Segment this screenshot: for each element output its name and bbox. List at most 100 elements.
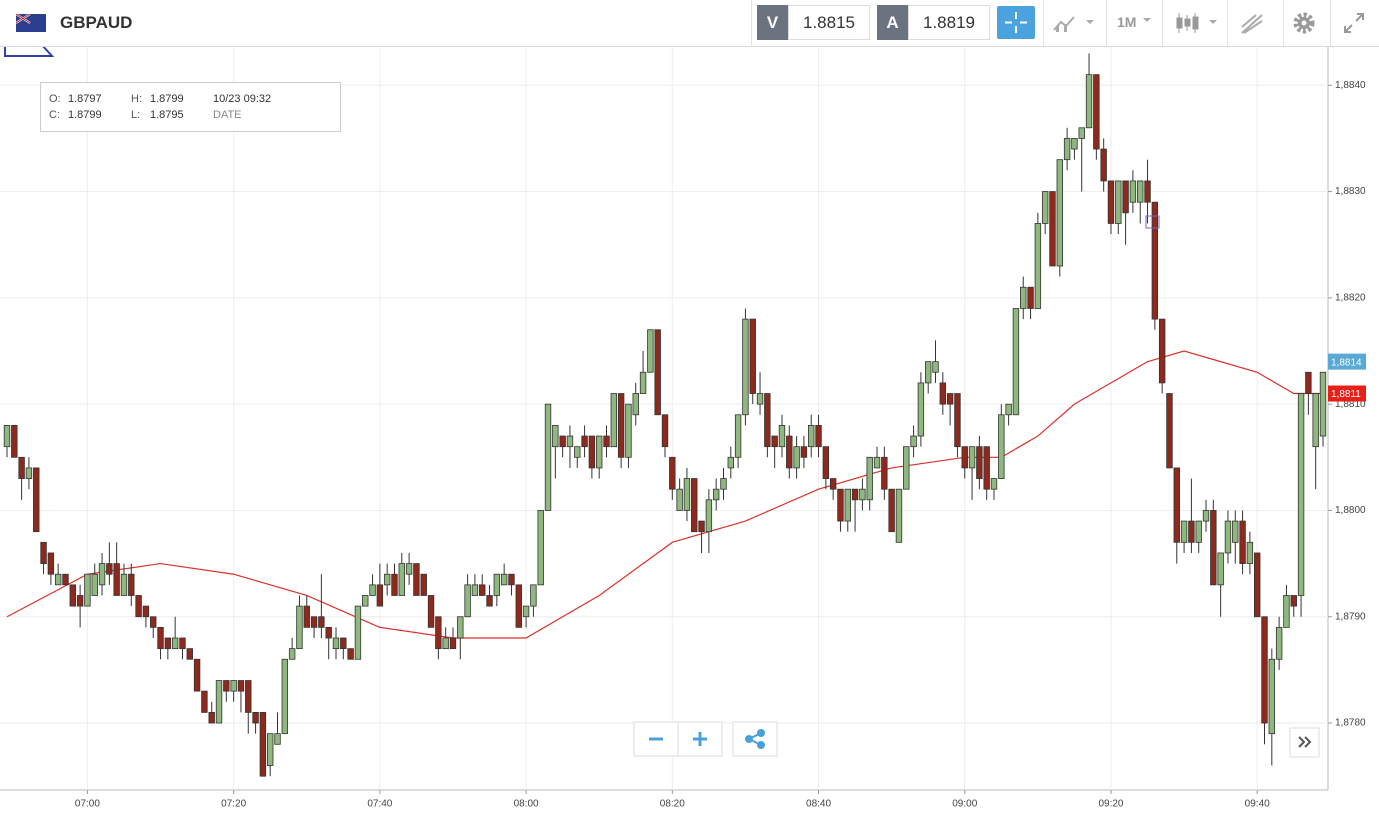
- candle-body: [873, 456, 881, 469]
- toolbar: GBPAUD V 1.8815 A 1.8819 1M: [0, 0, 1379, 47]
- candle-body: [1210, 510, 1217, 586]
- candle-body: [259, 712, 267, 777]
- candle-body: [274, 733, 281, 745]
- candle-body: [296, 605, 303, 650]
- candle-body: [654, 329, 661, 416]
- candle-body: [1129, 180, 1137, 203]
- share-button[interactable]: [732, 721, 778, 757]
- candle-body: [215, 680, 223, 724]
- candle-body: [201, 690, 208, 713]
- candle-body: [742, 318, 749, 416]
- candle-body: [1180, 520, 1188, 543]
- candle-body: [91, 573, 98, 596]
- candle-body: [815, 425, 822, 448]
- candle-body: [362, 595, 369, 607]
- candles: [3, 53, 1327, 777]
- candle-body: [734, 414, 742, 458]
- candle-body: [530, 584, 537, 607]
- candle-body: [508, 573, 515, 586]
- candle-body: [1224, 520, 1232, 554]
- candle-body: [1085, 74, 1093, 129]
- candle-body: [376, 584, 384, 607]
- candle-body: [822, 446, 830, 479]
- candle-body: [881, 456, 888, 490]
- candle-body: [603, 435, 610, 448]
- sell-label[interactable]: V: [757, 5, 788, 40]
- share-icon: [745, 729, 765, 749]
- candle-body: [698, 520, 705, 533]
- candle-body: [727, 456, 734, 469]
- candle-body: [1005, 403, 1012, 416]
- drawing-marker[interactable]: [1145, 215, 1160, 229]
- candle-body: [1078, 127, 1085, 139]
- candle-body: [1319, 371, 1327, 437]
- candle-body: [1151, 201, 1159, 320]
- moving-average-layer: [6, 350, 1323, 639]
- candle-body: [1071, 138, 1078, 150]
- low-value: 1.8795: [150, 109, 184, 121]
- candle-body: [851, 488, 859, 501]
- candle-body: [1100, 148, 1107, 182]
- settings-button[interactable]: [1292, 11, 1318, 35]
- candle-body: [1202, 510, 1210, 522]
- candle-body: [691, 478, 698, 533]
- candle-body: [837, 488, 844, 522]
- candle-body: [574, 446, 581, 458]
- candle-body: [661, 414, 669, 448]
- candle-body: [40, 541, 47, 564]
- candle-body: [1283, 595, 1290, 628]
- candle-body: [515, 584, 522, 628]
- y-tick-label: 1,8810: [1335, 399, 1366, 410]
- sell-price[interactable]: 1.8815: [788, 5, 870, 40]
- candle-body: [3, 425, 11, 448]
- buy-price[interactable]: 1.8819: [908, 5, 990, 40]
- candle-body: [910, 435, 917, 448]
- fullscreen-button[interactable]: [1342, 11, 1368, 35]
- close-label: C:: [49, 109, 60, 121]
- candle-body: [11, 425, 18, 458]
- timeframe[interactable]: 1M: [1117, 14, 1137, 30]
- candle-body: [998, 414, 1005, 479]
- chart-type-button[interactable]: [1052, 12, 1098, 34]
- candle-body: [479, 584, 486, 596]
- candle-body: [1056, 159, 1063, 267]
- candle-body: [903, 446, 910, 490]
- separator: [1043, 0, 1044, 46]
- x-tick-label: 09:00: [952, 799, 977, 810]
- price-tag-label: 1,8811: [1331, 389, 1361, 400]
- candle-body: [1195, 520, 1202, 543]
- candle-body: [990, 478, 998, 490]
- candle-body: [808, 425, 815, 448]
- candle-body: [193, 658, 201, 692]
- candle-body: [157, 626, 164, 650]
- timeframe-arrow[interactable]: [1141, 12, 1155, 32]
- open-label: O:: [49, 93, 61, 105]
- candle-body: [1239, 520, 1246, 564]
- candle-body: [1275, 626, 1283, 660]
- candle-style-button[interactable]: [1175, 11, 1221, 35]
- ohlc-tooltip: O: 1.8797 H: 1.8799 10/23 09:32 C: 1.879…: [40, 82, 341, 132]
- candle-body: [230, 680, 237, 692]
- candle-body: [1268, 658, 1276, 735]
- candle-body: [581, 435, 588, 448]
- candle-body: [383, 573, 391, 586]
- candle-body: [325, 626, 332, 639]
- drawing-tools-button[interactable]: [1240, 11, 1266, 35]
- candle-body: [1166, 393, 1173, 469]
- candle-body: [756, 393, 764, 405]
- candle-body: [500, 573, 508, 586]
- candle-body: [1290, 595, 1297, 607]
- candle-body: [318, 616, 325, 628]
- moving-average: [6, 350, 1323, 639]
- candle-body: [208, 712, 215, 724]
- crosshair-button[interactable]: [997, 6, 1035, 39]
- candle-body: [135, 595, 142, 618]
- candle-body: [62, 573, 69, 586]
- crosshair-icon: [1005, 12, 1027, 33]
- buy-label[interactable]: A: [877, 5, 908, 40]
- candle-body: [164, 637, 172, 650]
- candle-body: [712, 488, 720, 501]
- candle-body: [179, 637, 186, 650]
- candle-body: [1122, 180, 1129, 214]
- candle-body: [800, 446, 808, 458]
